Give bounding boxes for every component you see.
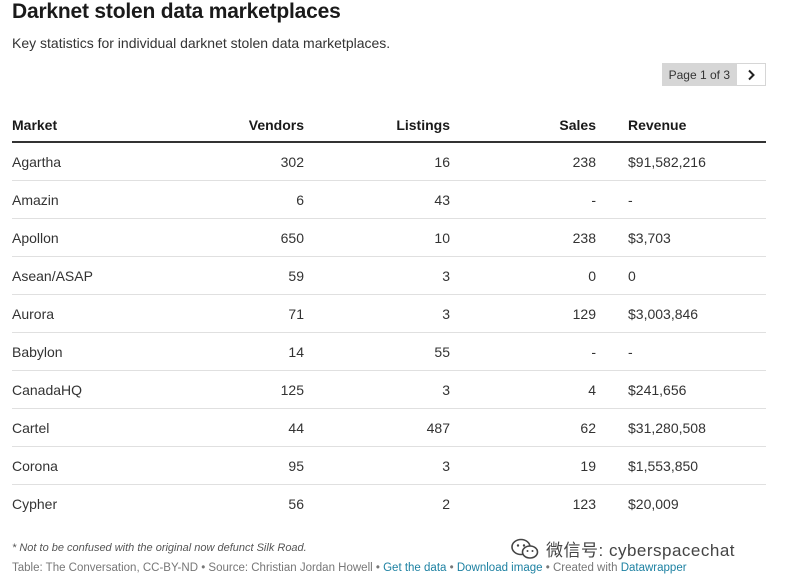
- cell-sales: -: [450, 180, 596, 219]
- source-text: Table: The Conversation, CC-BY-ND • Sour…: [12, 562, 380, 574]
- cell-revenue: $31,280,508: [596, 408, 766, 447]
- cell-revenue: $241,656: [596, 370, 766, 409]
- cell-vendors: 71: [182, 294, 304, 333]
- column-header-revenue[interactable]: Revenue: [596, 109, 766, 143]
- watermark-text: 微信号: cyberspacechat: [546, 541, 736, 560]
- page-indicator: Page 1 of 3: [661, 63, 737, 86]
- datawrapper-link[interactable]: Datawrapper: [620, 562, 687, 574]
- table-row: Amazin 6 43 - -: [12, 180, 766, 219]
- column-header-sales[interactable]: Sales: [450, 109, 596, 143]
- page-subtitle: Key statistics for individual darknet st…: [12, 35, 391, 51]
- cell-sales: 238: [450, 218, 596, 257]
- cell-market: Cartel: [12, 408, 182, 447]
- cell-vendors: 95: [182, 446, 304, 485]
- cell-listings: 16: [304, 142, 450, 181]
- table-row: Cartel 44 487 62 $31,280,508: [12, 408, 766, 447]
- cell-sales: 19: [450, 446, 596, 485]
- cell-market: Amazin: [12, 180, 182, 219]
- table-row: Babylon 14 55 - -: [12, 332, 766, 371]
- pagination: Page 1 of 3: [661, 63, 766, 86]
- column-header-listings[interactable]: Listings: [304, 109, 450, 143]
- cell-listings: 3: [304, 294, 450, 333]
- cell-sales: 0: [450, 256, 596, 295]
- table-row: Aurora 71 3 129 $3,003,846: [12, 294, 766, 333]
- cell-listings: 487: [304, 408, 450, 447]
- cell-revenue: -: [596, 180, 766, 219]
- table-header-row: Market Vendors Listings Sales Revenue: [12, 109, 766, 143]
- table-row: Asean/ASAP 59 3 0 0: [12, 256, 766, 295]
- cell-sales: 4: [450, 370, 596, 409]
- cell-sales: 62: [450, 408, 596, 447]
- cell-market: Apollon: [12, 218, 182, 257]
- cell-sales: 129: [450, 294, 596, 333]
- cell-listings: 3: [304, 256, 450, 295]
- watermark: 微信号: cyberspacechat: [510, 536, 735, 561]
- column-header-vendors[interactable]: Vendors: [182, 109, 304, 143]
- cell-revenue: $20,009: [628, 495, 679, 512]
- cell-revenue: -: [596, 332, 766, 371]
- cell-listings: 2: [442, 495, 450, 512]
- cell-listings: 55: [304, 332, 450, 371]
- cell-market: Corona: [12, 446, 182, 485]
- cell-vendors: 59: [182, 256, 304, 295]
- cell-listings: 43: [304, 180, 450, 219]
- data-table: Market Vendors Listings Sales Revenue Ag…: [12, 109, 766, 522]
- column-header-market[interactable]: Market: [12, 109, 182, 143]
- table-row: Cypher 56 2 123 $20,009: [12, 485, 766, 523]
- get-data-link[interactable]: Get the data: [383, 562, 447, 574]
- cell-revenue: $91,582,216: [596, 142, 766, 181]
- page-title: Darknet stolen data marketplaces: [12, 0, 341, 23]
- cell-vendors: 125: [182, 370, 304, 409]
- cell-sales: 238: [450, 142, 596, 181]
- cell-market: Babylon: [12, 332, 182, 371]
- cell-revenue: $3,703: [596, 218, 766, 257]
- chevron-right-icon: [748, 69, 755, 80]
- cell-listings: 3: [304, 370, 450, 409]
- wechat-logo-icon: [511, 538, 539, 559]
- created-with-text: • Created with: [545, 562, 618, 574]
- table-row: Apollon 650 10 238 $3,703: [12, 218, 766, 257]
- cell-sales: 123: [572, 495, 596, 512]
- cell-vendors: 14: [182, 332, 304, 371]
- cell-market: Agartha: [12, 142, 182, 181]
- cell-vendors: 44: [182, 408, 304, 447]
- table-row: Agartha 302 16 238 $91,582,216: [12, 142, 766, 181]
- cell-revenue: $3,003,846: [596, 294, 766, 333]
- cell-vendors: 56: [288, 495, 304, 512]
- cell-market: CanadaHQ: [12, 370, 182, 409]
- cell-sales: -: [450, 332, 596, 371]
- table-row: Corona 95 3 19 $1,553,850: [12, 446, 766, 485]
- cell-revenue: $1,553,850: [596, 446, 766, 485]
- next-page-button[interactable]: [737, 63, 766, 86]
- cell-revenue: 0: [596, 256, 766, 295]
- cell-vendors: 302: [182, 142, 304, 181]
- cell-market: Aurora: [12, 294, 182, 333]
- separator: •: [449, 562, 454, 574]
- cell-market: Asean/ASAP: [12, 256, 182, 295]
- cell-listings: 10: [304, 218, 450, 257]
- cell-listings: 3: [304, 446, 450, 485]
- footnote: * Not to be confused with the original n…: [12, 542, 307, 554]
- cell-vendors: 6: [182, 180, 304, 219]
- download-image-link[interactable]: Download image: [456, 562, 543, 574]
- cell-market: Cypher: [12, 495, 58, 512]
- cell-vendors: 650: [182, 218, 304, 257]
- source-line: Table: The Conversation, CC-BY-ND • Sour…: [12, 562, 687, 574]
- table-row: CanadaHQ 125 3 4 $241,656: [12, 370, 766, 409]
